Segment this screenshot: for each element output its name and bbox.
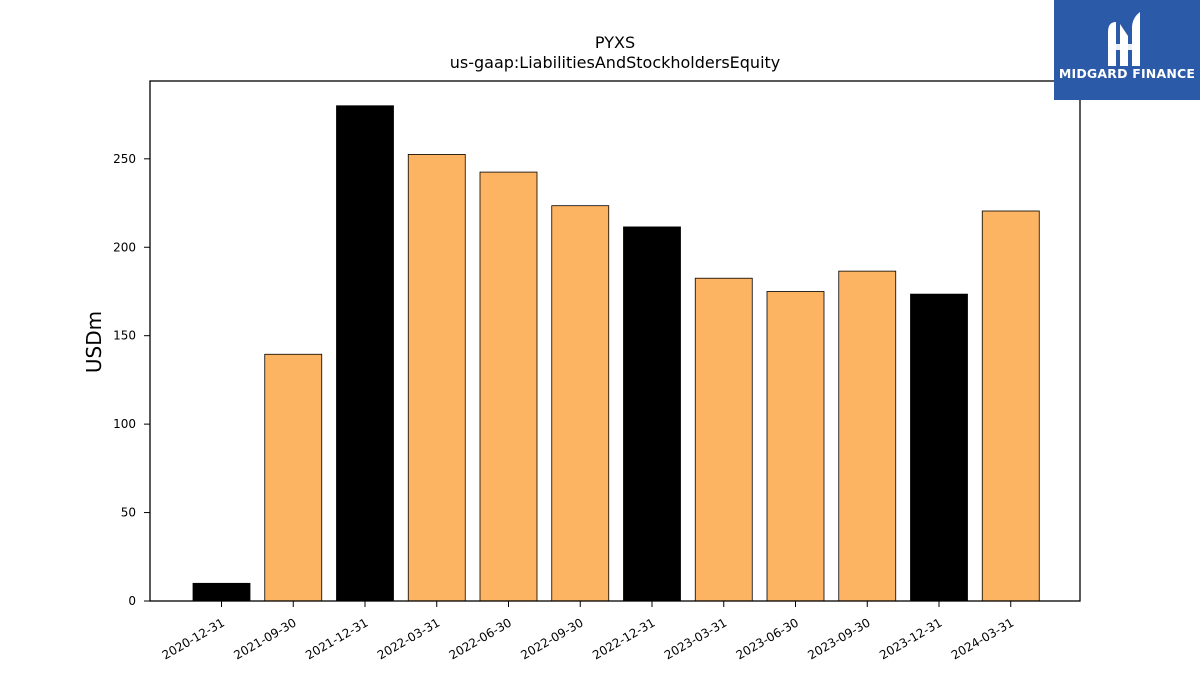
- y-tick-label: 250: [113, 152, 136, 166]
- logo-mark-icon: [1108, 12, 1140, 66]
- bar-2023-03-31: [694, 277, 753, 602]
- bar-2023-06-30: [766, 291, 825, 602]
- x-tick-label: 2023-12-31: [877, 615, 944, 662]
- bar-2022-09-30: [551, 205, 610, 602]
- y-tick-label: 50: [121, 506, 136, 520]
- bar-2021-12-31: [336, 105, 394, 602]
- plot-frame: [149, 80, 1081, 602]
- y-tick-label: 100: [113, 417, 136, 431]
- x-axis-ticks: 2020-12-31 2021-09-30 2021-12-31 2022-03-31…: [160, 601, 1016, 662]
- y-tick-label: 200: [113, 240, 136, 254]
- midgard-finance-logo: MIDGARD FINANCE: [1054, 0, 1200, 100]
- y-tick-label: 150: [113, 329, 136, 343]
- bar-2023-09-30: [838, 270, 897, 602]
- y-axis-label: USDm: [82, 311, 106, 373]
- bar-2020-12-31: [192, 582, 251, 602]
- x-tick-label: 2022-03-31: [375, 615, 442, 662]
- bar-2022-12-31: [623, 226, 681, 602]
- x-tick-label: 2023-06-30: [734, 615, 801, 662]
- y-tick-label: 0: [128, 594, 136, 608]
- x-tick-label: 2023-09-30: [805, 615, 872, 662]
- x-tick-label: 2022-09-30: [518, 615, 585, 662]
- bar-2024-03-31: [981, 210, 1040, 602]
- y-axis-ticks: 0 50 100 150 200 250: [113, 152, 150, 608]
- x-tick-label: 2021-09-30: [231, 615, 298, 662]
- bar-2022-03-31: [407, 154, 466, 602]
- x-tick-label: 2022-12-31: [590, 615, 657, 662]
- x-tick-label: 2020-12-31: [160, 615, 227, 662]
- bars-group: [192, 105, 1040, 602]
- x-tick-label: 2023-03-31: [662, 615, 729, 662]
- x-tick-label: 2022-06-30: [447, 615, 514, 662]
- logo-text: MIDGARD FINANCE: [1058, 66, 1196, 81]
- x-tick-label: 2021-12-31: [303, 615, 370, 662]
- chart-title: PYXS: [595, 33, 635, 52]
- x-tick-label: 2024-03-31: [949, 615, 1016, 662]
- chart-subtitle: us-gaap:LiabilitiesAndStockholdersEquity: [450, 53, 781, 72]
- bar-2021-09-30: [264, 353, 323, 602]
- bar-2022-06-30: [479, 171, 538, 602]
- bar-2023-12-31: [910, 293, 968, 602]
